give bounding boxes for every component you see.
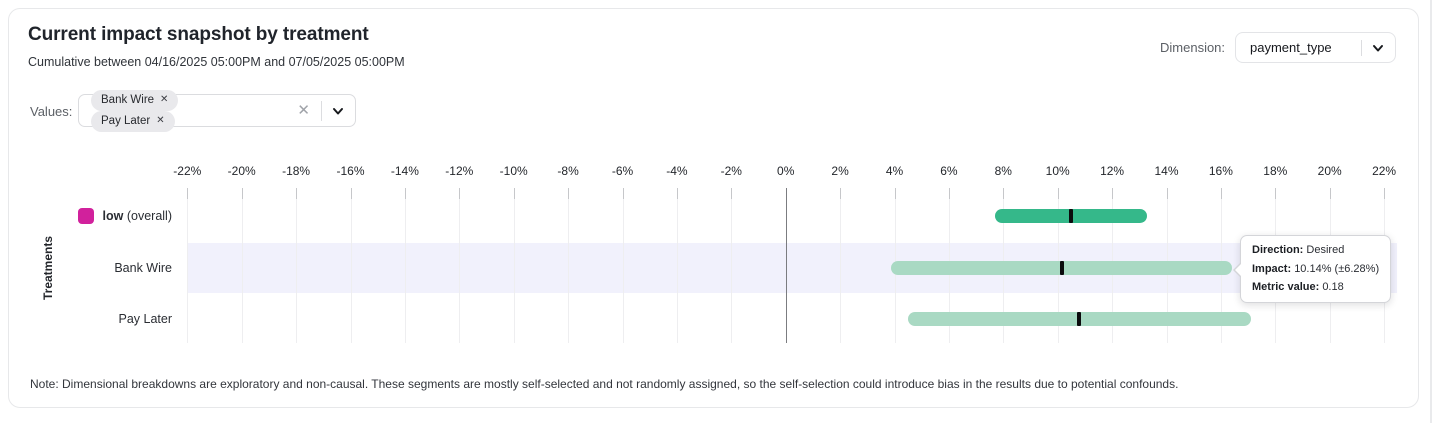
x-axis-tick-label: 16% bbox=[1208, 164, 1233, 178]
adjacent-card-edge bbox=[1430, 0, 1432, 423]
selected-value-chips: Bank Wire ✕ Pay Later ✕ bbox=[91, 89, 285, 132]
axis-tick-mark bbox=[1112, 188, 1114, 199]
gridline bbox=[676, 188, 678, 343]
axis-tick-mark bbox=[1275, 188, 1277, 199]
point-estimate-marker bbox=[1069, 209, 1074, 223]
chip-remove-icon[interactable]: ✕ bbox=[160, 94, 169, 105]
chevron-down-icon[interactable] bbox=[331, 104, 345, 118]
x-axis-tick-label: -2% bbox=[720, 164, 742, 178]
dimension-label: Dimension: bbox=[1160, 40, 1226, 55]
point-estimate-marker bbox=[1059, 261, 1064, 275]
gridline bbox=[513, 188, 515, 343]
filter-chip[interactable]: Bank Wire ✕ bbox=[91, 89, 179, 111]
chip-remove-icon[interactable]: ✕ bbox=[156, 115, 165, 126]
values-label: Values: bbox=[30, 104, 73, 119]
axis-tick-mark bbox=[731, 188, 733, 199]
axis-tick-mark bbox=[350, 188, 352, 199]
gridline bbox=[840, 188, 842, 343]
axis-tick-mark bbox=[404, 188, 406, 199]
axis-tick-mark bbox=[1384, 188, 1386, 199]
page-title: Current impact snapshot by treatment bbox=[28, 24, 369, 45]
axis-tick-mark bbox=[187, 188, 189, 199]
axis-tick-mark bbox=[241, 188, 243, 199]
x-axis-tick-label: -10% bbox=[499, 164, 528, 178]
axis-tick-mark bbox=[1166, 188, 1168, 199]
x-axis-tick-label: -14% bbox=[390, 164, 419, 178]
axis-tick-mark bbox=[894, 188, 896, 199]
axis-tick-mark bbox=[840, 188, 842, 199]
axis-tick-mark bbox=[1057, 188, 1059, 199]
filter-chip-label: Bank Wire bbox=[101, 94, 155, 106]
x-axis-tick-label: 4% bbox=[885, 164, 904, 178]
x-axis-tick-label: 22% bbox=[1372, 164, 1397, 178]
x-axis-tick-label: -8% bbox=[557, 164, 579, 178]
x-axis-tick-label: 0% bbox=[777, 164, 795, 178]
gridline bbox=[459, 188, 461, 343]
axis-tick-mark bbox=[948, 188, 950, 199]
axis-tick-mark bbox=[676, 188, 678, 199]
gridline bbox=[404, 188, 406, 343]
gridline bbox=[241, 188, 243, 343]
footnote: Note: Dimensional breakdowns are explora… bbox=[30, 377, 1179, 391]
axis-tick-mark bbox=[622, 188, 624, 199]
axis-tick-mark bbox=[513, 188, 515, 199]
x-axis-tick-label: 18% bbox=[1263, 164, 1288, 178]
dropdown-divider bbox=[321, 100, 322, 121]
gridline bbox=[187, 188, 189, 343]
x-axis-tick-label: 10% bbox=[1045, 164, 1070, 178]
filter-chip[interactable]: Pay Later ✕ bbox=[91, 110, 175, 132]
gridline bbox=[350, 188, 352, 343]
x-axis-tick-label: -4% bbox=[666, 164, 688, 178]
axis-tick-mark bbox=[568, 188, 570, 199]
chevron-down-icon[interactable] bbox=[1371, 41, 1385, 55]
date-range-subtitle: Cumulative between 04/16/2025 05:00PM an… bbox=[28, 55, 405, 69]
x-axis-tick-label: -22% bbox=[173, 164, 202, 178]
x-axis-tick-label: 2% bbox=[831, 164, 849, 178]
filter-chip-label: Pay Later bbox=[101, 115, 151, 127]
legend-swatch bbox=[77, 208, 94, 224]
impact-snapshot-card bbox=[8, 8, 1419, 408]
gridline bbox=[568, 188, 570, 343]
zero-reference-line bbox=[785, 188, 788, 343]
treatment-row-label: low (overall) bbox=[77, 208, 172, 224]
x-axis-tick-label: 14% bbox=[1154, 164, 1179, 178]
tooltip-direction-row: Direction: Desired bbox=[1252, 244, 1345, 256]
axis-tick-mark bbox=[1220, 188, 1222, 199]
x-axis-tick-label: -20% bbox=[227, 164, 256, 178]
y-axis-title: Treatments bbox=[41, 235, 55, 301]
x-axis-tick-label: -12% bbox=[445, 164, 474, 178]
gridline bbox=[622, 188, 624, 343]
x-axis-tick-label: -16% bbox=[336, 164, 365, 178]
treatment-row-label: Bank Wire bbox=[114, 261, 172, 275]
x-axis-tick-label: -6% bbox=[611, 164, 634, 178]
gridline bbox=[731, 188, 733, 343]
dimension-select[interactable]: payment_type bbox=[1235, 32, 1396, 63]
x-axis-tick-label: 6% bbox=[940, 164, 958, 178]
axis-tick-mark bbox=[1329, 188, 1331, 199]
x-axis-tick-label: 12% bbox=[1100, 164, 1125, 178]
tooltip-impact-row: Impact: 10.14% (±6.28%) bbox=[1252, 262, 1380, 275]
axis-tick-mark bbox=[459, 188, 461, 199]
gridline bbox=[296, 188, 298, 343]
treatment-row-label: Pay Later bbox=[118, 312, 172, 326]
point-estimate-marker bbox=[1077, 312, 1082, 326]
axis-tick-mark bbox=[296, 188, 298, 199]
clear-all-icon[interactable]: ✕ bbox=[297, 102, 310, 119]
values-multiselect[interactable]: Bank Wire ✕ Pay Later ✕ ✕ bbox=[78, 89, 356, 132]
x-axis-tick-label: -18% bbox=[282, 164, 311, 178]
tooltip-metric-row: Metric value: 0.18 bbox=[1252, 281, 1344, 293]
x-axis-tick-label: 20% bbox=[1317, 164, 1342, 178]
axis-tick-mark bbox=[1003, 188, 1005, 199]
x-axis-tick-label: 8% bbox=[994, 164, 1012, 178]
dimension-selected-value: payment_type bbox=[1250, 40, 1332, 55]
dropdown-divider bbox=[1361, 39, 1362, 56]
bar-tooltip: Direction: Desired Impact: 10.14% (±6.28… bbox=[1232, 235, 1392, 303]
